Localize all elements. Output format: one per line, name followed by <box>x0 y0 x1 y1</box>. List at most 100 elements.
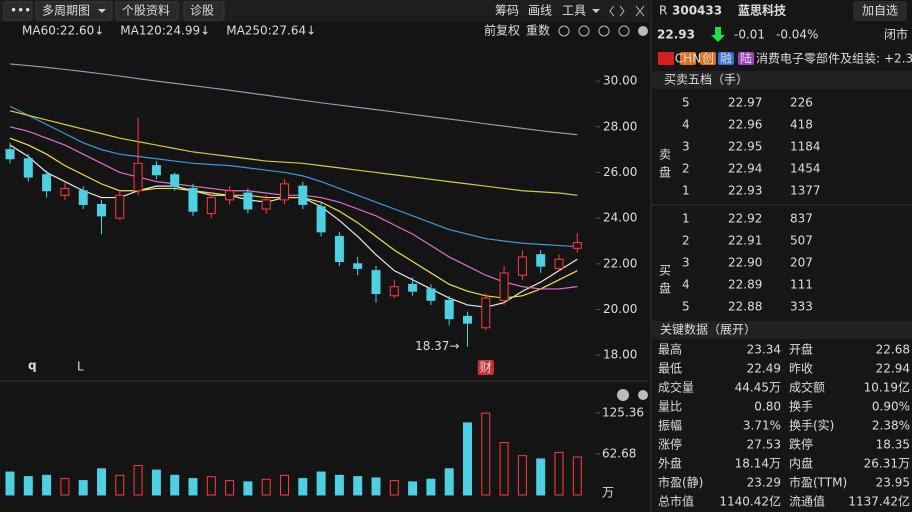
flag-icon <box>658 52 674 65</box>
menu-button-bg[interactable] <box>3 1 33 21</box>
candle-body <box>517 256 527 276</box>
candle-body <box>572 242 582 249</box>
y-tick-label: 26.00 <box>603 165 637 179</box>
key-value: 22.49 <box>747 362 781 376</box>
icon[interactable] <box>578 25 590 37</box>
nav-icon[interactable] <box>609 5 645 17</box>
key-label: 换手(实) <box>789 418 834 433</box>
tool-button[interactable]: 画线 <box>528 4 552 18</box>
volume-bar <box>151 469 161 496</box>
candle-body <box>151 165 161 176</box>
bid-price: 22.96 <box>728 118 762 132</box>
badge-bg <box>700 52 716 65</box>
candle-body <box>316 206 326 233</box>
key-value: 23.29 <box>747 476 781 490</box>
tab-button[interactable]: 个股资料 <box>122 4 170 18</box>
change: -0.01 <box>734 28 765 42</box>
bid-price: 22.88 <box>728 300 762 314</box>
candle-body <box>371 270 381 295</box>
key-label: 最高 <box>658 342 682 357</box>
ma-line <box>9 110 578 196</box>
key-label: 量比 <box>658 400 682 414</box>
period-button-bg[interactable] <box>35 1 113 21</box>
menu-button[interactable]: ••• <box>10 4 31 18</box>
volume-bar <box>554 451 564 496</box>
control[interactable]: 重数 <box>526 23 550 38</box>
down-arrow <box>711 27 725 42</box>
add-watch-button[interactable]: 加自选 <box>862 4 898 18</box>
bid-volume: 226 <box>790 96 813 110</box>
settings-icon[interactable] <box>638 26 648 36</box>
ma-line <box>9 63 578 136</box>
candle-body <box>353 263 363 269</box>
level: 1 <box>682 212 690 226</box>
candle-body <box>78 190 88 205</box>
section-header <box>652 71 912 89</box>
key-label: 成交量 <box>658 380 694 395</box>
key-value: 1137.42亿 <box>848 494 910 509</box>
volume-bar <box>517 455 527 496</box>
volume-bar <box>133 464 143 496</box>
close-icon[interactable] <box>617 389 629 401</box>
volume-bar <box>316 471 326 496</box>
key-value: 1140.42亿 <box>719 494 781 509</box>
key-label: 总市值 <box>658 494 694 509</box>
bid-price: 22.90 <box>728 256 762 270</box>
icon[interactable] <box>598 25 610 37</box>
y-tick-label: 30.00 <box>603 74 637 88</box>
key-label: 涨停 <box>658 437 682 452</box>
sector: 消费电子零部件及组装: <box>756 51 880 66</box>
y-tick-label: 22.00 <box>603 256 637 270</box>
badge: 创 <box>702 52 714 66</box>
period-button[interactable]: 多周期图 <box>42 4 90 18</box>
candle-body <box>554 258 564 269</box>
volume-bar <box>353 476 363 496</box>
settings-icon[interactable] <box>638 390 648 400</box>
tool-button[interactable]: 工具 <box>562 4 586 18</box>
y-tick-label: 125.36 <box>602 405 644 419</box>
key-label: 市盈(静) <box>658 475 703 490</box>
bid-price: 22.93 <box>728 184 762 198</box>
volume-bar <box>78 480 88 496</box>
volume-bar <box>280 474 289 496</box>
change-pct: -0.04% <box>776 28 818 42</box>
icon[interactable] <box>558 25 570 37</box>
volume-bar <box>371 477 381 496</box>
tab-button[interactable]: 诊股 <box>190 4 214 18</box>
add-watch-bg[interactable] <box>853 1 907 21</box>
candle-body <box>408 283 418 292</box>
volume-bar <box>481 412 491 496</box>
legend-entry: MA60:22.60↓ <box>22 24 104 38</box>
stock-code: 300433 <box>672 4 722 18</box>
sector-change: +2.3 <box>884 52 912 66</box>
badge: 陆 <box>740 51 752 66</box>
buy-label: 买盘 <box>658 264 672 300</box>
level: 3 <box>682 256 690 270</box>
tab-button-bg[interactable] <box>115 1 179 21</box>
bid-volume: 418 <box>790 118 813 132</box>
badge: 融 <box>720 52 732 66</box>
key-value: 0.90% <box>872 400 910 414</box>
candle-body <box>5 149 15 160</box>
icon[interactable] <box>618 25 630 37</box>
market-status: 闭市 <box>884 27 908 42</box>
key-label: 外盘 <box>658 456 682 471</box>
key-label: 换手 <box>789 400 813 414</box>
control[interactable]: 前复权 <box>484 23 520 38</box>
price: 22.93 <box>657 28 695 42</box>
ma-line <box>9 105 578 248</box>
section-header <box>652 321 912 339</box>
tab-button-bg[interactable] <box>183 1 225 21</box>
tool-button[interactable]: 筹码 <box>495 4 519 18</box>
volume-bar <box>334 474 344 496</box>
level: 4 <box>682 278 690 292</box>
candle-body <box>23 158 33 178</box>
level: 4 <box>682 118 690 132</box>
caret <box>98 9 106 13</box>
candle-body <box>261 199 271 210</box>
level: 2 <box>682 234 690 248</box>
volume-bar <box>225 480 235 496</box>
candle-body <box>97 203 106 217</box>
bid-volume: 1454 <box>790 162 821 176</box>
y-tick-label: 18.00 <box>603 348 637 362</box>
